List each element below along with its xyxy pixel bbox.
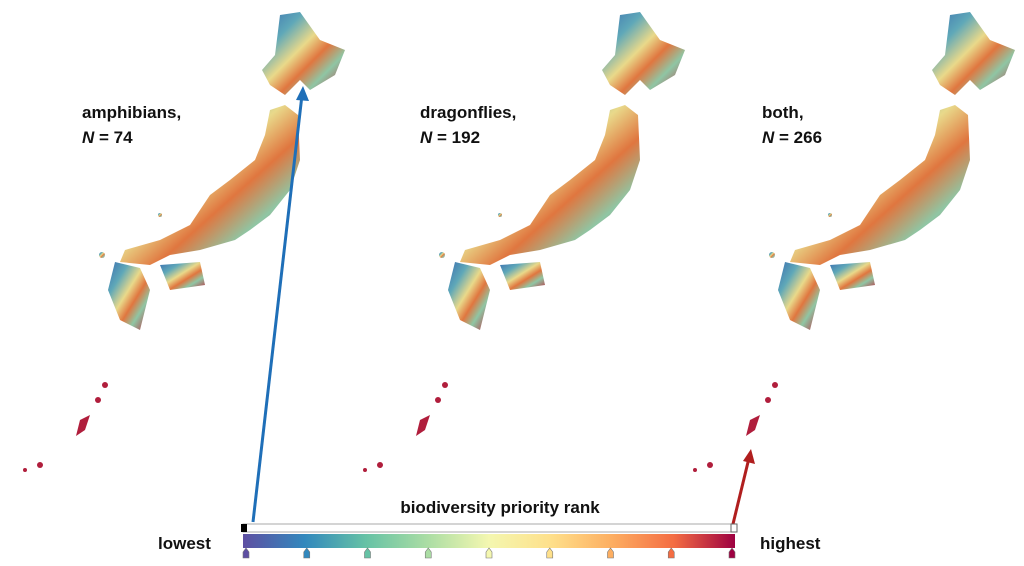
panel-n: N = 74 — [82, 128, 133, 147]
n-symbol: N — [420, 128, 433, 147]
arrowhead — [743, 449, 755, 464]
n-text: = 74 — [99, 128, 133, 147]
colorbar-marker — [242, 547, 250, 559]
n-text: = 192 — [437, 128, 480, 147]
panel-n: N = 266 — [762, 128, 822, 147]
colorbar-marker — [667, 547, 675, 559]
colorbar-marker — [728, 547, 736, 559]
slider-handle — [241, 524, 247, 532]
maps — [23, 12, 1015, 472]
panel-name: both, — [762, 103, 804, 122]
colorbar — [242, 534, 736, 559]
map-amphibians — [23, 12, 345, 472]
slider-track — [242, 523, 736, 533]
legend-title: biodiversity priority rank — [400, 498, 600, 517]
n-symbol: N — [82, 128, 95, 147]
panel-n: N = 192 — [420, 128, 480, 147]
arrow-low — [251, 94, 304, 523]
map-dragonflies — [363, 12, 685, 472]
arrowhead — [296, 86, 309, 101]
colorbar-marker — [485, 547, 493, 559]
slider-handle — [730, 523, 738, 533]
panel-name: amphibians, — [82, 103, 181, 122]
colorbar-marker — [303, 547, 311, 559]
map-both — [693, 12, 1015, 472]
n-symbol: N — [762, 128, 775, 147]
n-text: = 266 — [779, 128, 822, 147]
arrow-high — [731, 457, 751, 525]
colorbar-bar — [243, 534, 735, 548]
panel-name: dragonflies, — [420, 103, 516, 122]
colorbar-marker — [424, 547, 432, 559]
legend-high: highest — [760, 534, 821, 553]
colorbar-marker — [607, 547, 614, 559]
colorbar-marker — [546, 547, 554, 559]
colorbar-marker — [364, 547, 371, 559]
legend-low: lowest — [158, 534, 211, 553]
